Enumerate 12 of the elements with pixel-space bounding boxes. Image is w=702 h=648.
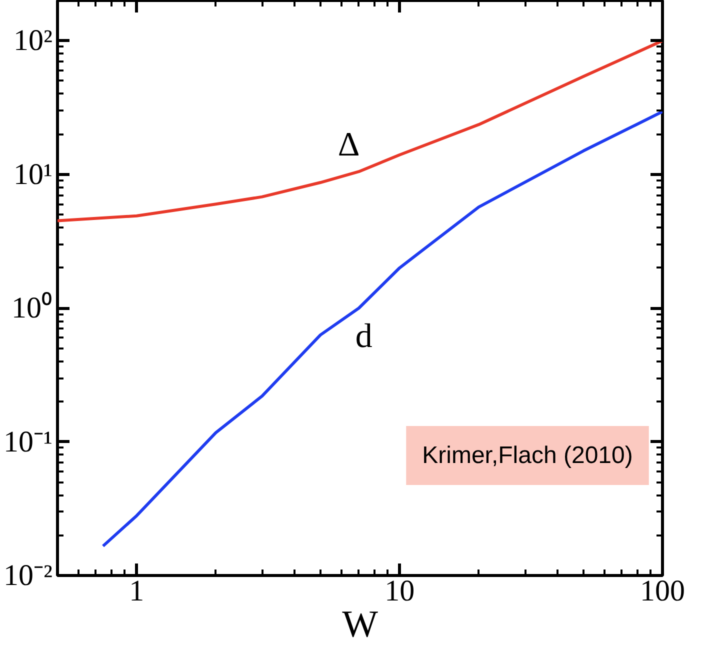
series-label: d	[355, 318, 372, 356]
series-label: Δ	[338, 126, 360, 164]
annotation: Krimer,Flach (2010)	[422, 442, 633, 469]
y-tick-label: 10⁰	[12, 292, 52, 325]
x-tick-label: 10	[384, 574, 415, 608]
x-tick-label: 100	[640, 574, 685, 608]
y-tick-label: 10²	[14, 24, 53, 58]
y-tick-label: 10⁻¹	[4, 425, 53, 458]
y-tick-label: 10¹	[14, 158, 53, 191]
x-axis-title: W	[342, 604, 378, 646]
y-tick-label: 10⁻²	[4, 559, 53, 592]
x-tick-label: 1	[129, 574, 144, 608]
